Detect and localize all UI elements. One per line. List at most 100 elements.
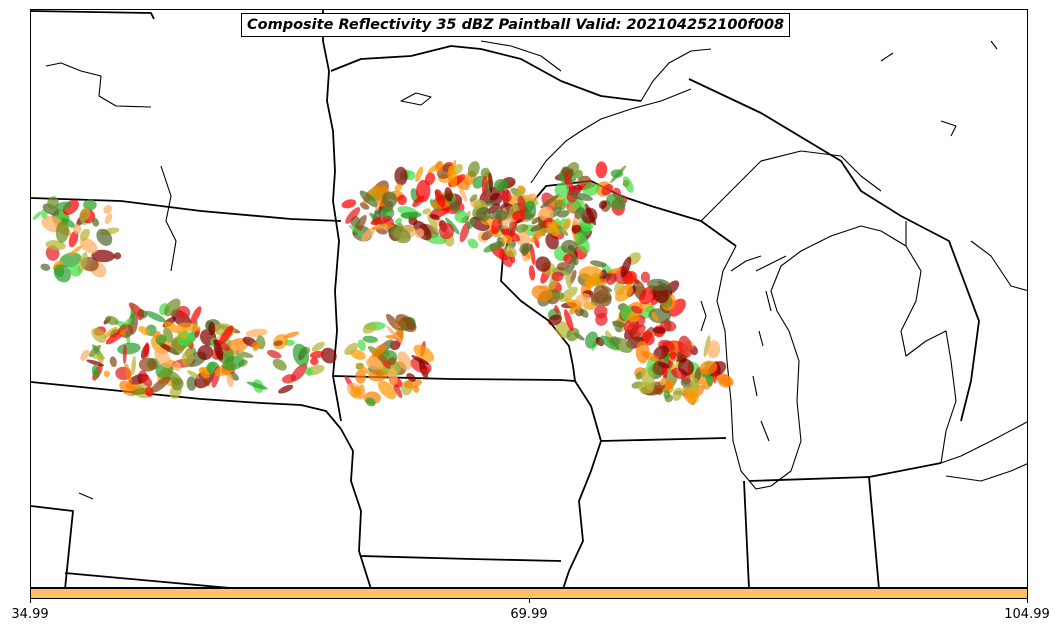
paint-blob <box>447 165 458 188</box>
paint-blob <box>554 223 569 236</box>
paint-blob <box>397 351 412 371</box>
paint-blob <box>598 200 608 209</box>
paint-blob <box>59 252 82 268</box>
door-peninsula <box>730 255 762 272</box>
paint-blob <box>548 223 560 237</box>
boundary-mi-oh <box>868 462 942 478</box>
paint-blob <box>345 207 361 224</box>
paint-blob <box>341 199 357 209</box>
lake-erie-shore <box>940 421 1027 482</box>
paint-blob <box>531 285 553 302</box>
paint-blob <box>556 262 569 271</box>
paint-blob <box>503 245 517 258</box>
lake-north-2 <box>990 40 998 50</box>
paint-blob <box>361 227 376 242</box>
paint-blob <box>519 242 533 254</box>
paint-blob <box>590 260 607 268</box>
paint-blob <box>171 377 184 391</box>
paint-blob <box>412 195 425 208</box>
paint-blob <box>344 342 359 355</box>
paint-blob <box>535 256 551 272</box>
paint-blob <box>377 380 397 400</box>
paint-blob <box>641 367 655 391</box>
paint-blob <box>517 195 527 214</box>
paint-blob <box>595 161 608 179</box>
paint-blob <box>310 357 319 366</box>
paint-blob <box>222 355 245 371</box>
paint-blob <box>475 206 491 222</box>
paint-blob <box>187 370 200 379</box>
paint-blob <box>181 350 194 366</box>
paint-blob <box>655 388 664 395</box>
paint-blob <box>122 344 127 365</box>
paint-blob <box>561 166 571 177</box>
paint-blob <box>309 350 324 359</box>
paint-blob <box>88 344 101 357</box>
paint-blob <box>494 178 508 192</box>
river-sheyenne <box>160 165 177 272</box>
paint-blob <box>657 361 670 369</box>
paint-blob <box>208 321 216 336</box>
paint-blob <box>579 308 589 318</box>
paint-blob <box>130 304 135 327</box>
lake-rainy <box>45 62 152 108</box>
paint-blob <box>664 394 674 403</box>
paint-blob <box>91 327 107 343</box>
paint-blob <box>190 306 202 325</box>
paint-blob <box>495 209 508 221</box>
boundary-il-in <box>743 480 750 587</box>
paint-blob <box>387 368 398 387</box>
map-title: Composite Reflectivity 35 dBZ Paintball … <box>241 13 791 37</box>
paint-blob <box>72 224 82 235</box>
paint-blob <box>397 194 407 205</box>
paint-blob <box>348 225 364 236</box>
paint-blob <box>566 327 580 342</box>
paint-blob <box>80 349 90 361</box>
paint-blob <box>640 271 651 283</box>
paint-blob <box>103 204 113 214</box>
river-ne <box>78 492 94 500</box>
paint-blob <box>131 388 146 396</box>
paint-blob <box>119 329 126 336</box>
paint-blob <box>614 285 633 302</box>
paint-blob <box>150 376 171 393</box>
lake-nipigon <box>940 120 957 137</box>
paint-blob <box>528 265 536 281</box>
paint-blob <box>283 331 299 339</box>
paint-blob <box>154 348 172 369</box>
basemap <box>31 10 1027 587</box>
paint-blob <box>585 275 600 290</box>
boundary-mn-west <box>322 10 342 422</box>
paint-blob <box>501 234 512 245</box>
paint-blob <box>61 217 76 228</box>
paint-blob <box>40 263 51 271</box>
paint-blob <box>103 370 111 378</box>
lake-michigan-dashes <box>752 255 787 442</box>
paint-blob <box>359 190 378 208</box>
paint-blob <box>381 191 398 208</box>
paint-blob <box>350 386 362 398</box>
paint-blob <box>563 218 571 231</box>
paint-blob <box>627 312 640 323</box>
paint-blob <box>138 357 157 372</box>
paint-blob <box>68 230 79 248</box>
paint-blob <box>429 214 440 221</box>
paint-blob <box>630 305 643 314</box>
paint-blob <box>669 351 677 360</box>
paint-blob <box>311 341 325 352</box>
paint-blob <box>68 263 82 277</box>
paint-blob <box>230 341 237 356</box>
paint-blob <box>91 365 100 379</box>
paint-blob <box>582 182 600 197</box>
paint-blob <box>487 203 501 214</box>
paint-blob <box>631 324 646 338</box>
paint-blob <box>652 327 666 334</box>
paint-blob <box>219 325 234 345</box>
paint-blob <box>561 239 578 254</box>
paint-blob <box>424 172 436 186</box>
paint-blob <box>86 359 105 367</box>
paint-blob <box>415 228 425 238</box>
paint-blob <box>355 369 367 384</box>
paint-blob <box>97 352 105 364</box>
paint-blob <box>531 216 540 225</box>
